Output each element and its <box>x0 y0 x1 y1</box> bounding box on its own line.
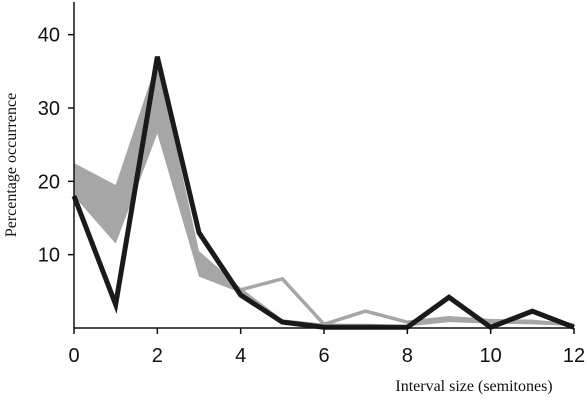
x-tick-label: 4 <box>235 345 246 367</box>
y-tick-label: 10 <box>38 245 60 267</box>
y-tick-label: 40 <box>38 25 60 47</box>
x-tick-label: 6 <box>318 345 329 367</box>
y-tick-label: 30 <box>38 98 60 120</box>
x-axis-title: Interval size (semitones) <box>395 378 552 395</box>
x-tick-label: 8 <box>402 345 413 367</box>
series-line-2 <box>71 56 575 331</box>
x-tick-label: 10 <box>480 345 502 367</box>
series-line-1 <box>72 94 575 327</box>
y-tick-label: 20 <box>38 171 60 193</box>
x-tick-label: 2 <box>152 345 163 367</box>
x-tick-label: 0 <box>68 345 79 367</box>
ticks: 0 2 4 6 8 10 12 10 20 30 40 <box>38 25 585 367</box>
x-tick-label: 12 <box>563 345 585 367</box>
y-axis-title: Percentage occurrence <box>3 93 20 237</box>
axes <box>73 2 574 329</box>
plot-area <box>71 56 575 331</box>
